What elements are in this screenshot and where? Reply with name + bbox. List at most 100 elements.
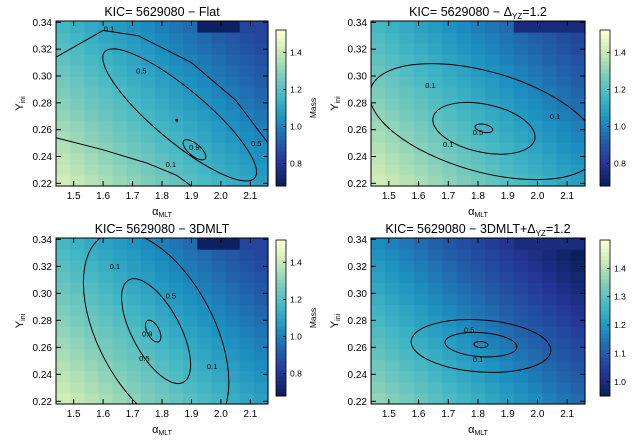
heatmap-cell	[456, 260, 472, 272]
heatmap-cell	[98, 348, 114, 361]
heatmap-cell	[183, 282, 198, 294]
colorbar: 1.0 1.1 1.2 1.3 1.4	[599, 239, 626, 397]
heatmap-cell	[399, 98, 415, 110]
heatmap-cell	[456, 359, 472, 372]
heatmap-cell	[211, 238, 227, 250]
x-tick-label: 1.9	[184, 191, 198, 202]
heatmap-cell	[239, 131, 255, 143]
colorbar-segment	[276, 275, 286, 280]
heatmap-cell	[112, 359, 128, 372]
heatmap-cell	[570, 98, 586, 110]
colorbar-segment	[600, 166, 610, 171]
heatmap-cell	[470, 153, 486, 165]
heatmap-cell	[225, 87, 241, 99]
heatmap-cell	[413, 381, 429, 394]
heatmap-cell	[556, 76, 572, 88]
heatmap-cell	[140, 293, 156, 305]
heatmap-cell	[413, 337, 429, 350]
heatmap-cell	[140, 326, 156, 339]
heatmap-cell	[456, 238, 472, 250]
heatmap-cell	[556, 304, 572, 317]
heatmap-cell	[371, 381, 386, 394]
heatmap-cell	[513, 337, 529, 350]
heatmap-cell	[239, 271, 255, 283]
heatmap-cell	[428, 337, 443, 350]
x-tick-label: 2.1	[560, 409, 574, 420]
heatmap-cell	[456, 293, 472, 305]
heatmap-cell	[556, 359, 572, 372]
heatmap-cell	[154, 109, 170, 121]
heatmap-cell	[485, 43, 500, 55]
colorbar-segment	[276, 76, 286, 82]
heatmap-cell	[527, 337, 543, 350]
colorbar-tick-label: 1.0	[290, 332, 302, 342]
heatmap-cell	[513, 326, 529, 339]
heatmap-cell	[385, 175, 401, 187]
colorbar-segment	[276, 72, 286, 78]
heatmap-cell	[183, 315, 198, 328]
heatmap-cell	[98, 54, 114, 66]
heatmap-cell	[442, 65, 458, 77]
x-tick-label: 1.7	[441, 191, 455, 202]
colorbar-segment	[600, 57, 610, 62]
heatmap-cell	[570, 238, 586, 250]
heatmap-cell	[126, 271, 142, 283]
heatmap-cell	[485, 271, 500, 283]
heatmap-cell	[183, 164, 198, 176]
heatmap-cell	[98, 282, 114, 294]
colorbar-segment	[276, 251, 286, 257]
heatmap-cell	[527, 370, 543, 383]
colorbar-segment	[276, 240, 286, 245]
heatmap-cell	[169, 282, 184, 294]
colorbar-segment	[600, 271, 610, 276]
heatmap-cell	[570, 381, 586, 394]
colorbar-segment	[276, 321, 286, 327]
colorbar-segment	[600, 178, 610, 183]
heatmap-cell	[399, 326, 415, 339]
heatmap-cell	[442, 348, 458, 361]
heatmap-cell	[556, 87, 572, 99]
heatmap-cell	[499, 271, 515, 283]
heatmap-cell	[513, 260, 529, 272]
colorbar-segment	[600, 306, 610, 311]
heatmap-cell	[442, 337, 458, 350]
heatmap-cell	[442, 260, 458, 272]
heatmap-cell	[98, 293, 114, 305]
heatmap-cell	[485, 87, 500, 99]
heatmap-cell	[542, 260, 558, 272]
y-tick-label: 0.26	[33, 343, 53, 354]
heatmap-cell	[183, 271, 198, 283]
heatmap-cell	[527, 153, 543, 165]
heatmap-cell	[253, 260, 269, 272]
heatmap-cell	[84, 337, 99, 350]
heatmap-cell	[126, 43, 142, 55]
heatmap-cell	[112, 153, 128, 165]
heatmap-cell	[56, 32, 71, 44]
heatmap-cell	[140, 142, 156, 154]
contours	[410, 319, 552, 373]
heatmap-cell	[253, 326, 269, 339]
colorbar-tick-label: 1.4	[614, 263, 626, 273]
heatmap-cell	[140, 164, 156, 176]
colorbar-segment	[600, 376, 610, 381]
heatmap-cell	[56, 370, 71, 383]
heatmap-cell	[211, 271, 227, 283]
colorbar-segment	[276, 294, 286, 299]
heatmap-cell	[84, 175, 99, 187]
colorbar-segment	[600, 150, 610, 156]
heatmap-cell	[513, 249, 529, 261]
heatmap-cell	[126, 392, 142, 405]
colorbar-segment	[276, 57, 286, 62]
colorbar-segment	[600, 259, 610, 264]
heatmap-cell	[413, 392, 429, 405]
colorbar-segment	[600, 119, 610, 125]
heatmap-cell	[442, 54, 458, 66]
colorbar-segment	[600, 341, 610, 346]
heatmap-cell	[225, 326, 241, 339]
heatmap-cell	[183, 348, 198, 361]
heatmap-cell	[70, 282, 85, 294]
heatmap-cell	[154, 142, 170, 154]
heatmap-cell	[556, 271, 572, 283]
heatmap-cell	[84, 32, 99, 44]
heatmap-cell	[126, 260, 142, 272]
